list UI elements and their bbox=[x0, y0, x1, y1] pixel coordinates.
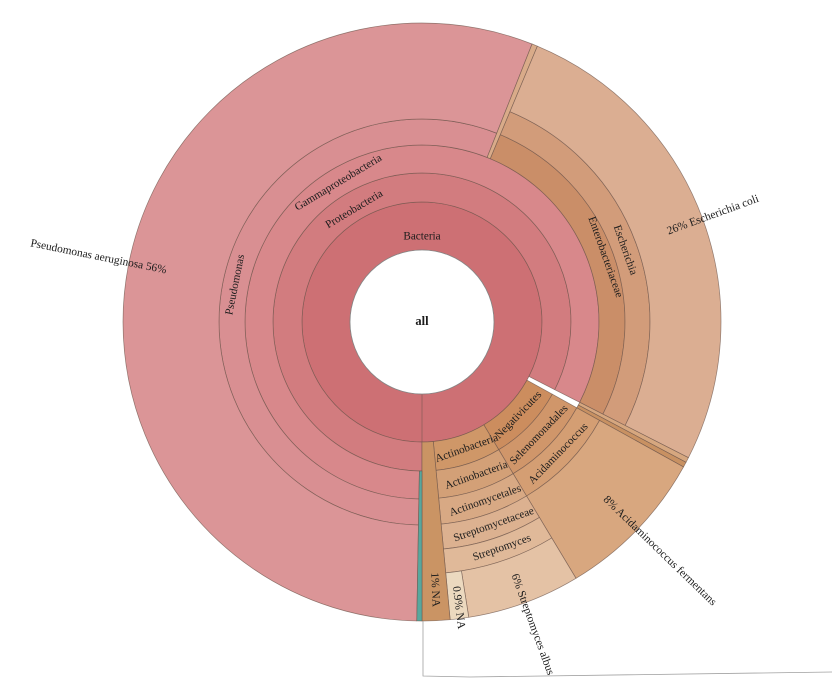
ring-label-0: Bacteria bbox=[403, 231, 440, 243]
wedge-escherichia-coli[interactable] bbox=[509, 45, 722, 459]
leader-line bbox=[422, 621, 832, 678]
center-hub[interactable] bbox=[349, 249, 495, 395]
center-label: all bbox=[415, 314, 429, 328]
wedge-teal-sliver[interactable] bbox=[416, 470, 423, 622]
callout-label-4: 0.9% NA bbox=[450, 586, 467, 631]
callout-label-5: 1% NA bbox=[428, 572, 442, 608]
wedge-na-phylum[interactable] bbox=[421, 441, 451, 622]
wedge-pseudomonas-aeruginosa[interactable] bbox=[122, 22, 533, 622]
callout-label-2: 8% Acidaminococcus fermentans bbox=[601, 494, 719, 609]
